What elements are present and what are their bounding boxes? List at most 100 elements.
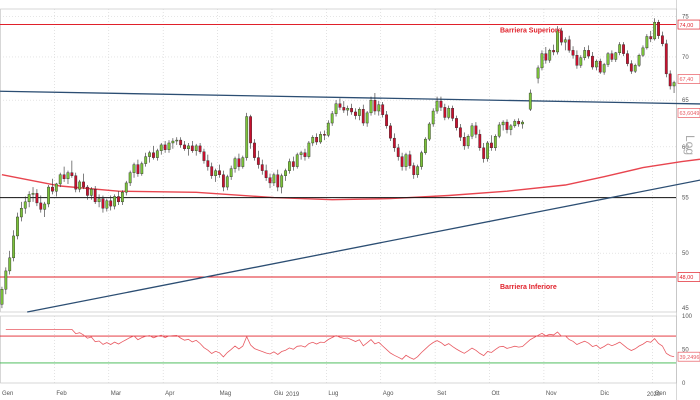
candle bbox=[311, 135, 315, 146]
bearish-candle-body bbox=[478, 134, 482, 149]
bullish-candle-body bbox=[431, 110, 435, 125]
candle bbox=[288, 158, 291, 174]
candle bbox=[661, 31, 664, 47]
candle bbox=[89, 187, 93, 200]
bullish-candle-body bbox=[416, 166, 420, 175]
candle bbox=[377, 101, 381, 116]
rsi-tick-label: 50 bbox=[682, 348, 689, 354]
price-tag-label: 63,6049 bbox=[680, 111, 700, 117]
bullish-candle-body bbox=[330, 113, 334, 124]
rsi-tick-label: 100 bbox=[682, 314, 693, 320]
candle bbox=[598, 58, 602, 74]
bullish-candle-body bbox=[245, 116, 249, 158]
candle bbox=[70, 160, 74, 178]
candle bbox=[109, 195, 113, 211]
bullish-candle-body bbox=[113, 196, 117, 207]
candle bbox=[264, 164, 268, 181]
candle bbox=[241, 155, 245, 169]
bearish-candle-body bbox=[202, 151, 206, 161]
candle bbox=[521, 120, 524, 129]
bearish-candle-body bbox=[439, 100, 443, 108]
grid bbox=[0, 0, 677, 400]
candle bbox=[645, 34, 649, 50]
candle bbox=[334, 100, 338, 117]
price-tag: 67,40 bbox=[677, 74, 700, 84]
x-tick-label: Mag bbox=[220, 391, 232, 397]
bullish-candle-body bbox=[241, 157, 245, 167]
bearish-candle-body bbox=[249, 116, 252, 144]
candle bbox=[280, 173, 284, 194]
candle bbox=[536, 65, 540, 84]
bullish-candle-body bbox=[171, 140, 175, 144]
candle bbox=[622, 42, 625, 57]
x-tick-label: Giu bbox=[274, 391, 283, 397]
bullish-candle-body bbox=[280, 175, 284, 188]
bullish-candle-body bbox=[563, 39, 567, 43]
bullish-candle-body bbox=[641, 47, 645, 56]
candle bbox=[233, 156, 237, 173]
bullish-candle-body bbox=[132, 164, 136, 173]
candle bbox=[124, 180, 128, 196]
candle bbox=[82, 173, 85, 190]
candle bbox=[190, 141, 194, 153]
candle bbox=[427, 122, 431, 142]
candle bbox=[291, 156, 295, 171]
bullish-candle-body bbox=[556, 30, 559, 53]
candle bbox=[478, 129, 482, 151]
y-tick-label: 60 bbox=[682, 145, 689, 151]
candle bbox=[187, 142, 190, 156]
bullish-candle-body bbox=[23, 201, 27, 209]
rsi-panel: 100 50 0 39,2496 bbox=[0, 314, 700, 387]
bullish-candle-body bbox=[583, 50, 587, 58]
candle bbox=[416, 164, 420, 178]
bullish-candle-body bbox=[128, 172, 132, 184]
price-tag-box bbox=[677, 272, 700, 282]
price-tag-label: 74,00 bbox=[680, 23, 694, 29]
candle bbox=[148, 150, 151, 163]
bearish-candle-body bbox=[70, 172, 74, 176]
candle bbox=[284, 168, 287, 181]
rsi-value-tag: 39,2496 bbox=[677, 351, 700, 362]
rsi-value-label: 39,2496 bbox=[680, 355, 700, 361]
bullish-candle-body bbox=[12, 235, 15, 259]
bullish-candle-body bbox=[54, 183, 58, 192]
candle bbox=[618, 42, 622, 56]
candle bbox=[458, 123, 462, 142]
bullish-candle-body bbox=[159, 144, 163, 151]
bullish-candle-body bbox=[299, 152, 303, 155]
bearish-candle-body bbox=[451, 108, 455, 119]
candles-layer bbox=[0, 18, 676, 309]
candle bbox=[672, 80, 676, 94]
bearish-candle-body bbox=[109, 200, 113, 207]
bearish-candle-body bbox=[206, 160, 210, 167]
bearish-candle-body bbox=[210, 166, 214, 176]
candle bbox=[505, 119, 509, 134]
bearish-candle-body bbox=[86, 186, 89, 196]
bullish-candle-body bbox=[43, 203, 47, 210]
bearish-candle-body bbox=[163, 144, 167, 150]
candle bbox=[43, 201, 47, 217]
year-label: 2020 bbox=[647, 392, 661, 398]
x-tick-label: Feb bbox=[56, 391, 67, 397]
candle bbox=[470, 123, 474, 140]
log-scale-label: Log bbox=[683, 135, 697, 155]
bearish-candle-body bbox=[474, 125, 478, 135]
bullish-candle-body bbox=[466, 136, 470, 147]
bullish-candle-body bbox=[653, 21, 657, 40]
candle bbox=[412, 162, 416, 179]
candle bbox=[556, 26, 559, 55]
x-tick-label: Gen bbox=[2, 391, 13, 397]
bullish-candle-body bbox=[47, 186, 50, 205]
candle bbox=[392, 133, 396, 152]
bearish-candle-body bbox=[35, 193, 39, 204]
bullish-candle-body bbox=[486, 142, 489, 159]
bearish-candle-body bbox=[268, 177, 272, 184]
x-tick-label: Apr bbox=[165, 391, 174, 397]
bullish-candle-body bbox=[187, 145, 190, 149]
bearish-candle-body bbox=[610, 53, 614, 60]
candle bbox=[501, 120, 505, 131]
bearish-candle-body bbox=[571, 50, 575, 56]
candle bbox=[155, 148, 159, 161]
candle bbox=[338, 98, 342, 111]
bearish-candle-body bbox=[350, 108, 353, 113]
